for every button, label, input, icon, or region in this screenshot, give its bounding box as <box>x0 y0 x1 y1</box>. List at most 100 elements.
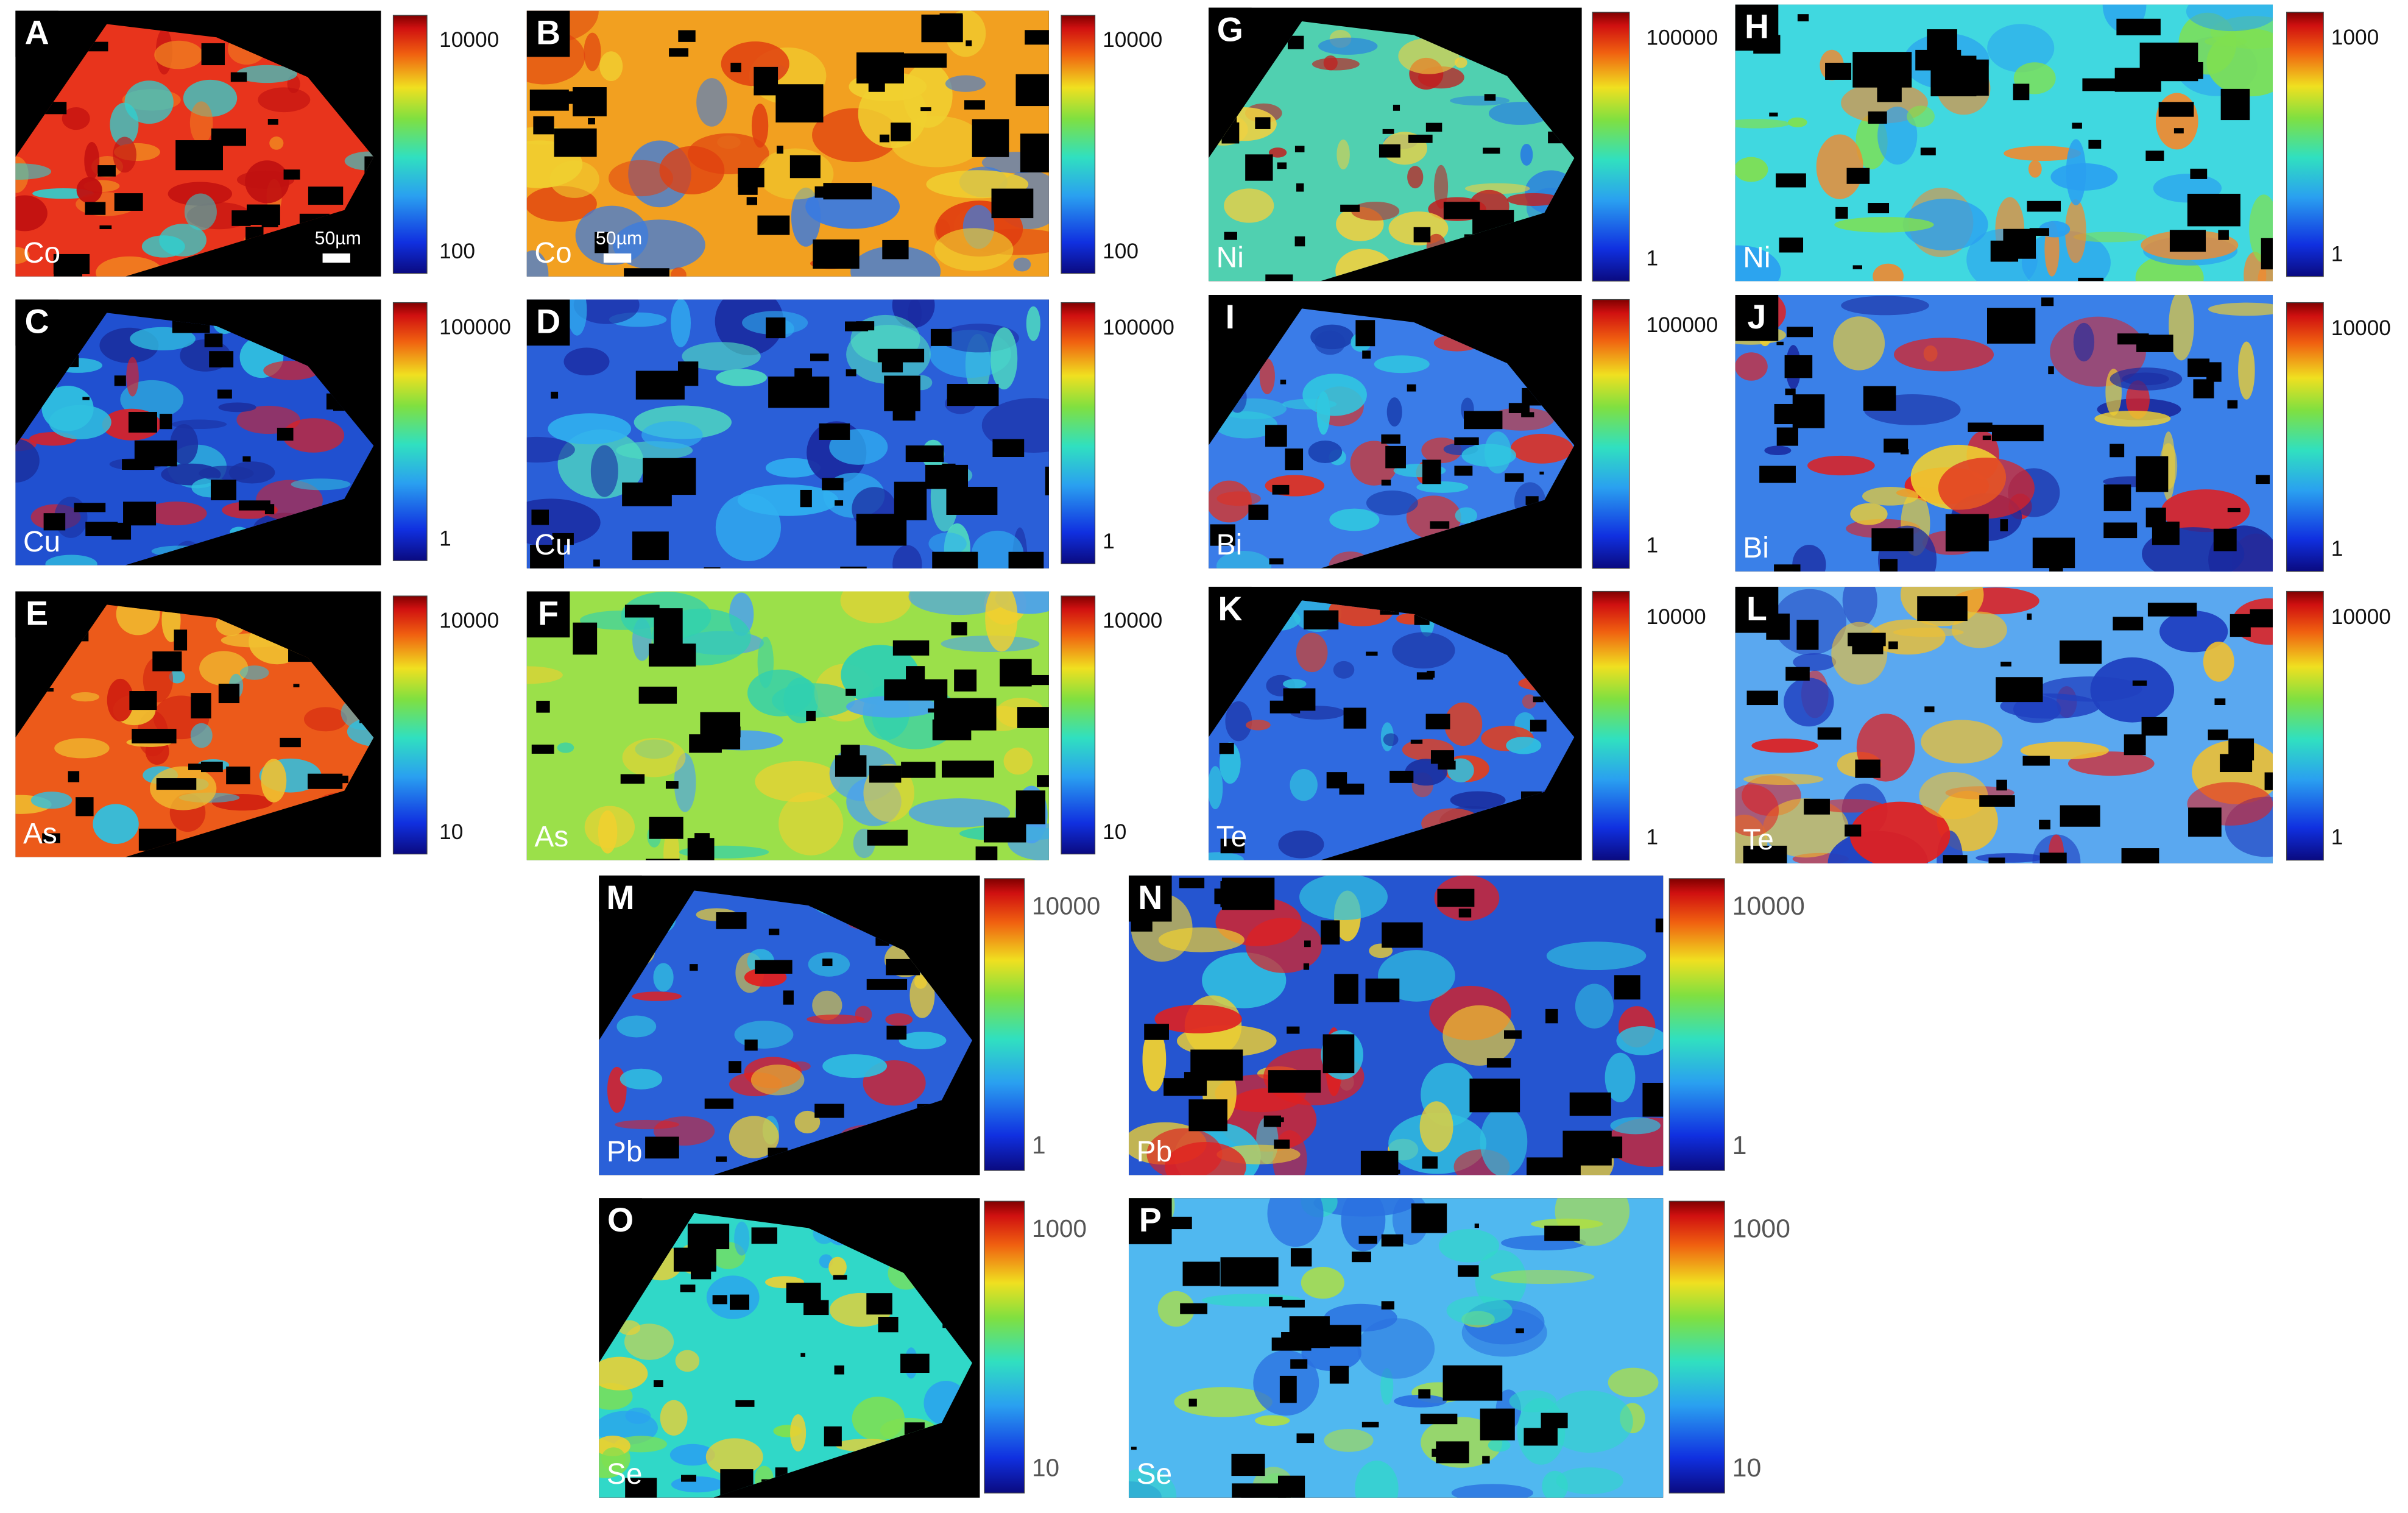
map-void <box>2264 772 2273 790</box>
map-void <box>1941 59 1989 96</box>
map-void <box>645 1136 679 1159</box>
map-void <box>277 427 294 441</box>
element-label: Ni <box>1743 242 1770 274</box>
map-void <box>1379 144 1400 158</box>
map-void <box>1393 104 1400 111</box>
map-feature <box>1451 1484 1534 1498</box>
map-void <box>2230 614 2251 637</box>
map-void <box>754 66 779 96</box>
map-void <box>1769 112 1778 117</box>
map-void <box>715 1156 727 1162</box>
map-void <box>552 533 574 545</box>
map-feature <box>1975 853 2044 863</box>
map-void <box>951 622 967 636</box>
map-feature <box>2073 232 2147 243</box>
map-feature <box>1793 653 1837 671</box>
map-feature <box>113 136 136 173</box>
map-void <box>869 765 902 783</box>
map-image <box>1735 4 2273 282</box>
panel-letter: L <box>1746 590 1767 628</box>
map-void <box>866 979 908 990</box>
map-void <box>1480 1408 1515 1440</box>
map-feature <box>1158 927 1245 952</box>
map-void <box>1220 1257 1279 1287</box>
map-void <box>2214 698 2226 705</box>
colorbar-label: 10 <box>1732 1453 1762 1483</box>
map-void <box>841 745 860 758</box>
map-feature <box>885 1013 913 1026</box>
map-void <box>2027 613 2032 620</box>
map-void <box>1924 706 1935 712</box>
map-void <box>1422 459 1441 484</box>
colorbar-label: 1000 <box>1032 1214 1087 1242</box>
map-void <box>1774 564 1801 572</box>
map-feature <box>1605 1052 1636 1103</box>
map-feature <box>1764 445 1792 455</box>
panel-letter-box <box>15 299 58 346</box>
map-feature <box>981 398 1049 453</box>
map-void <box>1381 480 1391 486</box>
element-label: As <box>23 818 57 850</box>
map-feature <box>124 80 174 124</box>
map-void <box>735 1400 755 1407</box>
map-void <box>1438 760 1456 770</box>
map-void <box>308 186 344 205</box>
map-void <box>1411 1203 1447 1233</box>
map-void <box>704 1098 734 1109</box>
map-void <box>1855 759 1880 778</box>
element-label: Cu <box>23 526 60 558</box>
map-feature <box>1784 678 1834 727</box>
map-void <box>1527 1157 1581 1175</box>
map-feature <box>1312 57 1360 71</box>
map-void <box>1182 1261 1220 1286</box>
map-void <box>74 503 106 512</box>
map-feature <box>1455 507 1477 524</box>
map-void <box>2117 333 2149 345</box>
map-feature <box>990 327 1018 390</box>
map-void <box>568 91 589 104</box>
map-void <box>1541 1412 1568 1428</box>
map-void <box>573 622 598 655</box>
map-feature <box>1987 24 2055 73</box>
map-void <box>2072 122 2082 129</box>
map-void <box>625 1478 657 1498</box>
map-void <box>824 1426 842 1447</box>
map-void <box>892 411 916 421</box>
map-void <box>814 1104 844 1118</box>
map-void <box>1290 1359 1308 1369</box>
map-void <box>1943 855 1968 863</box>
panel-letter-box <box>1209 7 1252 54</box>
element-label: Co <box>534 237 571 269</box>
map-feature <box>892 545 922 569</box>
map-feature <box>632 991 682 1001</box>
map-void <box>881 358 903 373</box>
map-void <box>803 1300 829 1316</box>
colorbar-label: 1 <box>1032 1131 1045 1159</box>
map-void <box>1381 434 1400 444</box>
element-label: Pb <box>607 1136 643 1168</box>
map-void <box>68 771 80 782</box>
map-void <box>529 90 569 111</box>
map-feature <box>2110 367 2183 391</box>
map-void <box>905 445 944 462</box>
map-void <box>677 361 699 386</box>
map-void <box>738 168 764 188</box>
colorbar <box>1668 1200 1725 1494</box>
colorbar <box>1668 878 1725 1171</box>
colorbar-label: 10000 <box>2331 316 2391 340</box>
map-void <box>1530 720 1547 732</box>
map-void <box>632 531 669 561</box>
map-feature <box>526 666 563 684</box>
map-image <box>1735 294 2273 572</box>
map-feature <box>1267 1198 1324 1247</box>
map-void <box>755 960 793 974</box>
map-void <box>920 107 931 112</box>
map-void <box>730 1294 750 1310</box>
map-void <box>1224 232 1237 240</box>
map-feature <box>1329 508 1380 531</box>
map-void <box>1272 484 1290 495</box>
map-void <box>1025 30 1049 45</box>
map-image <box>1735 586 2273 863</box>
map-feature <box>1442 1005 1516 1066</box>
map-feature <box>1610 1117 1661 1135</box>
